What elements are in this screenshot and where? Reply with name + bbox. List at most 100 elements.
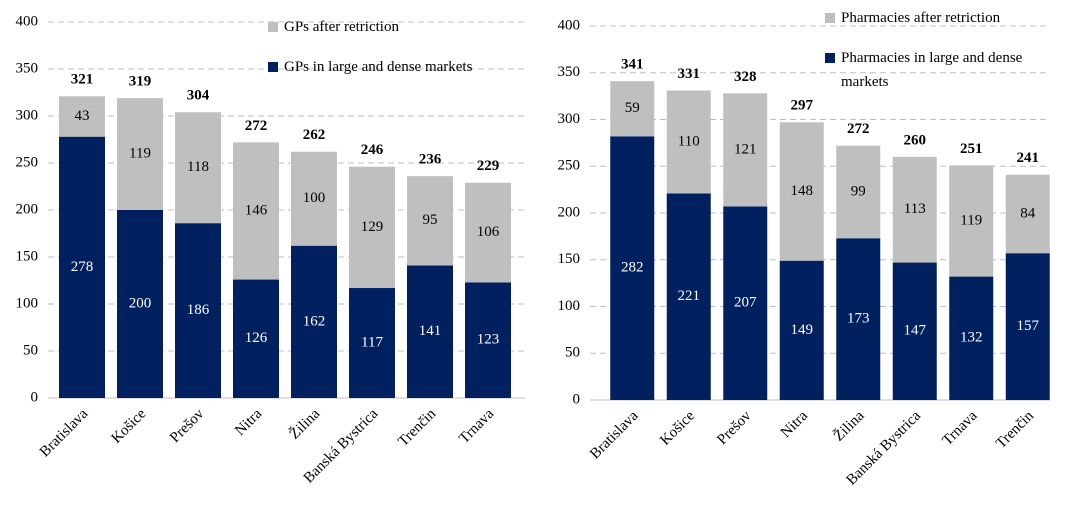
x-tick-label: Košice bbox=[657, 408, 698, 449]
bar-segment bbox=[1005, 174, 1050, 254]
bar-segment bbox=[723, 93, 768, 207]
total-label: 297 bbox=[791, 98, 814, 114]
bar-segment bbox=[949, 165, 994, 277]
bar-segment bbox=[892, 156, 937, 263]
data-label: 147 bbox=[904, 323, 927, 339]
bar-segment bbox=[779, 122, 824, 261]
x-tick-label: Bratislava bbox=[37, 406, 92, 461]
x-tick-label: Nitra bbox=[778, 408, 811, 441]
bar-segment bbox=[59, 136, 105, 398]
data-label: 278 bbox=[71, 259, 94, 275]
x-tick-label: Trenčin bbox=[993, 408, 1037, 452]
y-tick-label: 250 bbox=[558, 158, 581, 174]
data-label: 157 bbox=[1017, 318, 1040, 334]
x-tick-label: Prešov bbox=[167, 406, 208, 447]
legend-swatch bbox=[268, 62, 278, 72]
total-label: 262 bbox=[303, 127, 326, 143]
y-tick-label: 0 bbox=[573, 391, 581, 407]
total-label: 321 bbox=[71, 72, 94, 88]
total-label: 319 bbox=[129, 74, 152, 90]
x-tick-label: Nitra bbox=[232, 406, 265, 439]
data-label: 132 bbox=[960, 330, 983, 346]
bar-segment bbox=[610, 81, 655, 137]
total-label: 331 bbox=[678, 66, 701, 82]
bar-segment bbox=[175, 223, 221, 398]
bar-segment bbox=[407, 176, 453, 266]
data-label: 118 bbox=[187, 159, 209, 175]
data-label: 149 bbox=[791, 322, 814, 338]
total-label: 328 bbox=[734, 69, 757, 85]
bar-segment bbox=[465, 182, 511, 283]
data-label: 43 bbox=[75, 108, 90, 124]
legend-label: GPs in large and dense markets bbox=[284, 59, 473, 75]
total-label: 229 bbox=[477, 158, 500, 174]
total-label: 236 bbox=[419, 152, 442, 168]
data-label: 117 bbox=[361, 334, 383, 350]
data-label: 110 bbox=[678, 133, 700, 149]
bar-segment bbox=[291, 151, 337, 246]
y-tick-label: 200 bbox=[16, 201, 39, 217]
bar-segment bbox=[779, 260, 824, 400]
y-tick-label: 100 bbox=[558, 298, 581, 314]
data-label: 121 bbox=[734, 141, 757, 157]
bar-segment bbox=[836, 145, 881, 239]
data-label: 123 bbox=[477, 332, 500, 348]
total-label: 251 bbox=[960, 141, 983, 157]
y-tick-label: 50 bbox=[23, 342, 38, 358]
data-label: 148 bbox=[791, 183, 814, 199]
data-label: 186 bbox=[187, 302, 210, 318]
bar-segment bbox=[291, 245, 337, 398]
data-label: 221 bbox=[678, 288, 701, 304]
data-label: 200 bbox=[129, 295, 152, 311]
y-tick-label: 400 bbox=[558, 17, 581, 33]
data-label: 99 bbox=[851, 183, 866, 199]
bar-segment bbox=[949, 276, 994, 400]
total-label: 260 bbox=[904, 132, 927, 148]
total-label: 241 bbox=[1017, 150, 1040, 166]
data-label: 282 bbox=[621, 260, 644, 276]
total-label: 341 bbox=[621, 57, 644, 73]
legend-swatch bbox=[825, 53, 835, 63]
y-tick-label: 50 bbox=[565, 345, 580, 361]
y-tick-label: 150 bbox=[558, 251, 581, 267]
bar-segment bbox=[175, 112, 221, 224]
total-label: 272 bbox=[245, 118, 268, 134]
data-label: 173 bbox=[847, 311, 870, 327]
data-label: 119 bbox=[960, 212, 982, 228]
x-tick-label: Trnava bbox=[456, 406, 497, 447]
y-tick-label: 250 bbox=[16, 154, 39, 170]
x-tick-label: Trenčin bbox=[395, 406, 439, 450]
data-label: 141 bbox=[419, 323, 442, 339]
data-label: 119 bbox=[129, 146, 151, 162]
y-tick-label: 0 bbox=[31, 389, 39, 405]
bar-segment bbox=[465, 282, 511, 398]
y-tick-label: 400 bbox=[16, 13, 39, 29]
legend-label: Pharmacies in large and dense markets bbox=[841, 50, 1023, 90]
data-label: 126 bbox=[245, 330, 268, 346]
total-label: 272 bbox=[847, 121, 870, 137]
y-tick-label: 200 bbox=[558, 204, 581, 220]
legend-item: GPs in large and dense markets bbox=[268, 55, 528, 79]
bar-segment bbox=[117, 210, 163, 398]
bar-segment bbox=[666, 90, 711, 194]
bar-segment bbox=[407, 265, 453, 398]
legend-label: GPs after retriction bbox=[284, 19, 399, 35]
bar-segment bbox=[349, 166, 395, 289]
data-label: 95 bbox=[423, 212, 438, 228]
legend-label: Pharmacies after retriction bbox=[841, 10, 1001, 26]
bar-segment bbox=[723, 206, 768, 400]
data-label: 129 bbox=[361, 219, 384, 235]
x-tick-label: Žilina bbox=[830, 407, 868, 445]
data-label: 162 bbox=[303, 313, 326, 329]
bar-segment bbox=[610, 136, 655, 400]
data-label: 59 bbox=[625, 100, 640, 116]
legend-item: GPs after retriction bbox=[268, 15, 528, 39]
data-label: 84 bbox=[1020, 205, 1036, 221]
legend-item: Pharmacies in large and dense markets bbox=[825, 46, 1050, 94]
bar-segment bbox=[666, 193, 711, 400]
bar-segment bbox=[836, 238, 881, 400]
x-tick-label: Košice bbox=[108, 406, 149, 447]
x-tick-label: Žilina bbox=[286, 405, 324, 443]
